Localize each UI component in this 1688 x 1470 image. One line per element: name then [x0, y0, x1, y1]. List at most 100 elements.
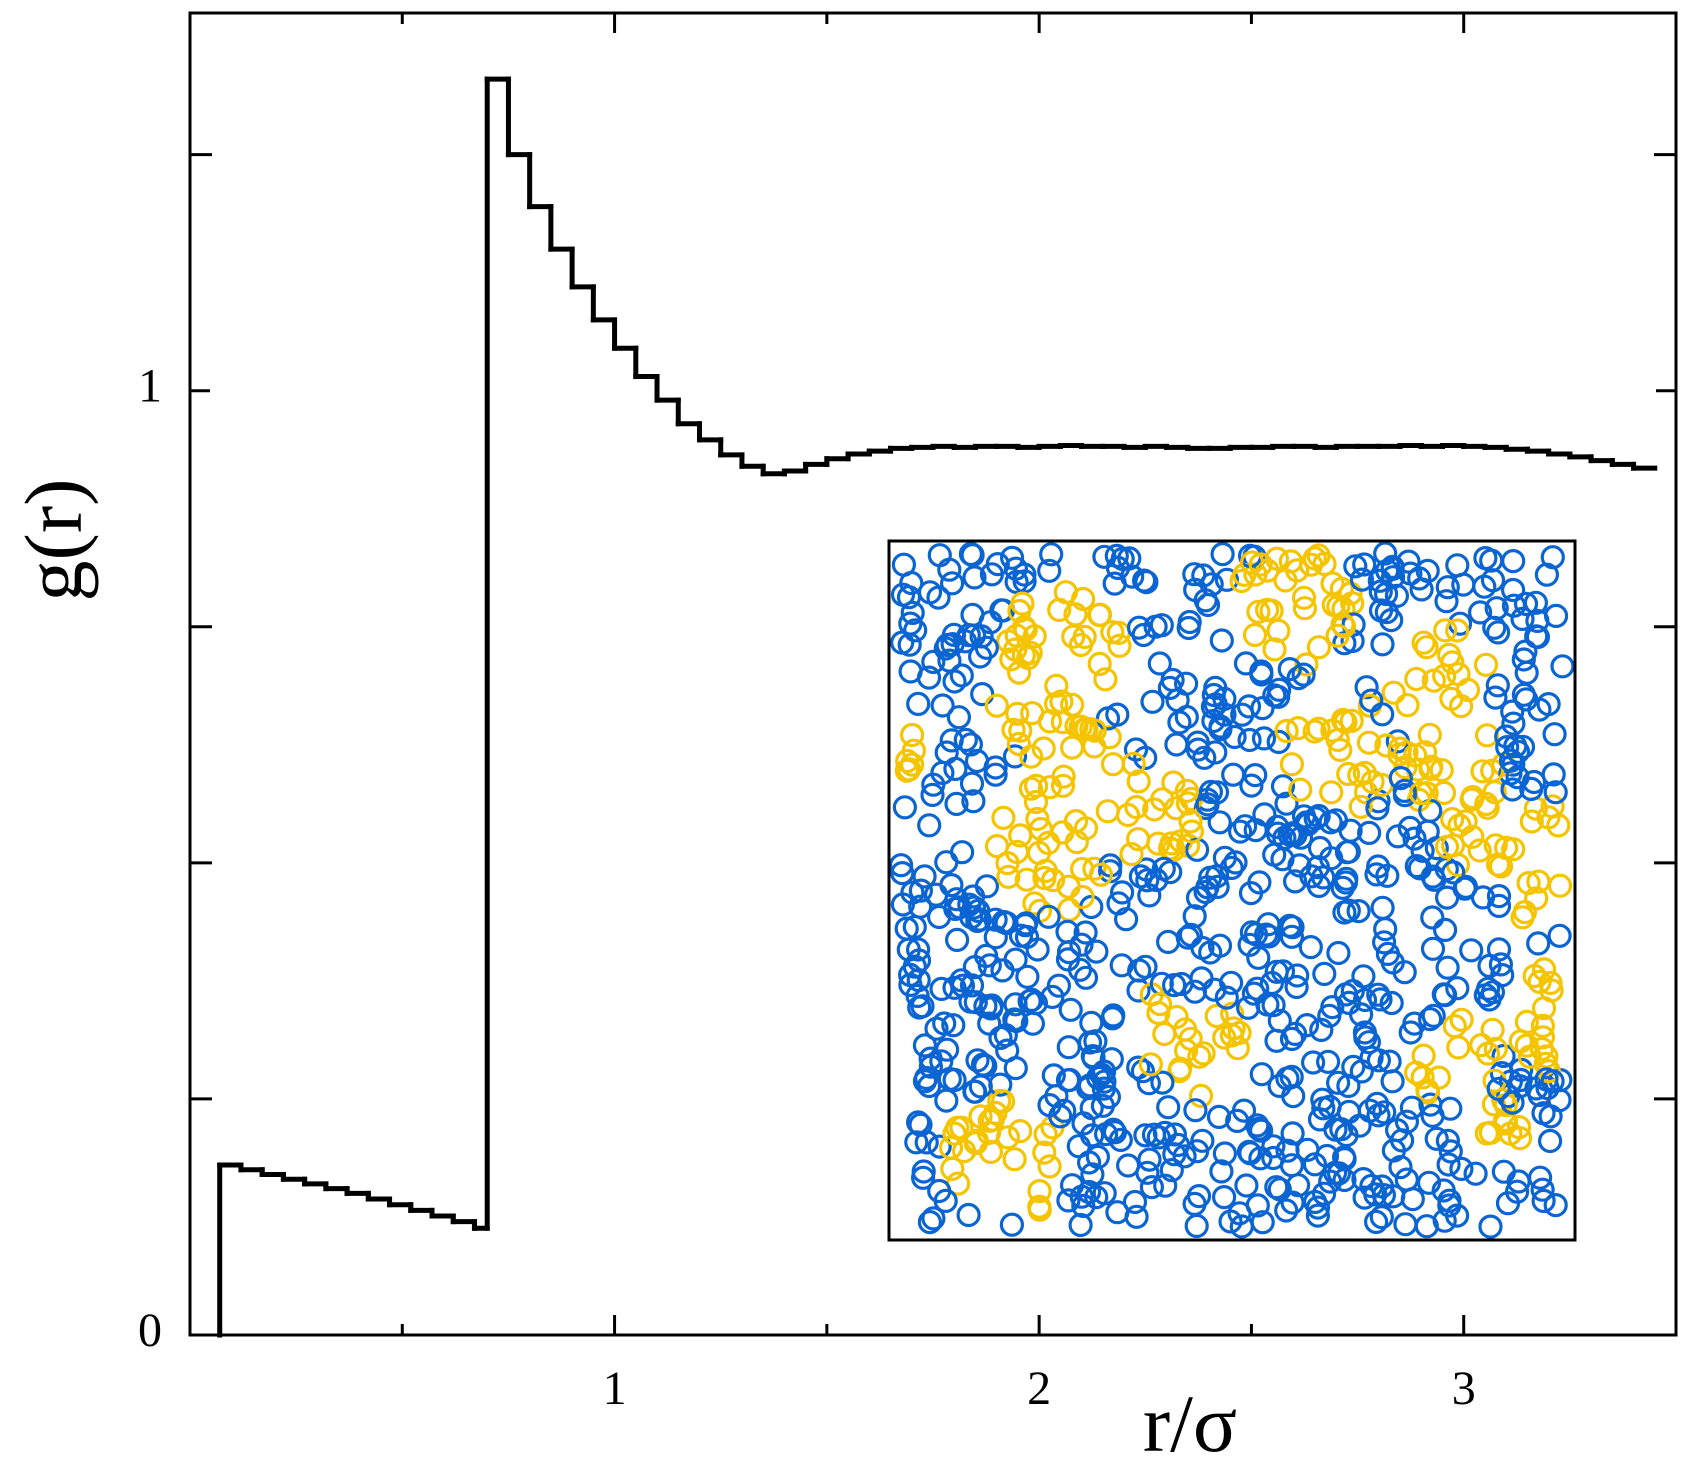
particle	[1109, 880, 1135, 905]
particle	[1312, 551, 1337, 577]
particle	[962, 1079, 987, 1104]
particle	[1306, 803, 1331, 829]
particle	[1352, 1185, 1377, 1210]
particle	[953, 727, 978, 753]
particle	[1211, 1184, 1237, 1210]
particle	[899, 722, 925, 748]
particle	[930, 693, 955, 718]
particle	[1056, 1035, 1081, 1060]
particle	[1347, 1113, 1372, 1138]
particle	[1122, 1189, 1148, 1215]
particle	[1053, 580, 1078, 605]
particle	[1193, 879, 1218, 905]
particle	[1279, 752, 1305, 777]
particle	[1246, 599, 1271, 624]
particle	[1146, 1125, 1171, 1150]
particle	[1140, 689, 1165, 714]
particle	[1399, 1095, 1425, 1120]
particle	[1055, 919, 1080, 944]
particle	[1343, 554, 1368, 579]
particle	[1463, 1161, 1488, 1186]
particle	[1131, 568, 1157, 593]
particle	[1527, 1165, 1553, 1190]
particle	[1133, 745, 1158, 771]
particle	[1032, 1140, 1057, 1165]
particle	[1305, 1203, 1331, 1228]
particle	[1292, 596, 1318, 621]
particle	[1074, 716, 1099, 742]
particle	[1130, 1059, 1156, 1084]
particle	[1536, 805, 1561, 830]
particle	[1435, 575, 1460, 600]
particle	[1183, 1098, 1208, 1123]
particle	[1449, 1156, 1474, 1182]
particle	[1277, 656, 1302, 682]
particle	[1412, 740, 1438, 765]
particle	[1359, 688, 1384, 713]
particle	[949, 840, 975, 865]
particle	[983, 762, 1008, 787]
particle	[1392, 782, 1418, 808]
particle	[1388, 1154, 1413, 1180]
particle	[1001, 717, 1026, 742]
particle	[1474, 723, 1500, 748]
particle	[1178, 809, 1203, 834]
particle	[1402, 1011, 1427, 1036]
particle	[1168, 1056, 1193, 1081]
particle	[1092, 1181, 1117, 1206]
particle	[897, 962, 923, 988]
particle	[995, 850, 1020, 876]
particle	[1185, 737, 1211, 762]
particle	[1022, 891, 1047, 916]
particle	[1435, 955, 1460, 980]
particle	[1349, 567, 1375, 592]
particle	[1469, 1032, 1494, 1058]
particle	[999, 1212, 1025, 1237]
particle	[890, 630, 915, 655]
particle	[1279, 1026, 1305, 1052]
particle	[1164, 732, 1189, 757]
particle	[934, 1088, 959, 1113]
particle	[1295, 1137, 1320, 1162]
particle	[1282, 869, 1308, 894]
particle	[1453, 809, 1478, 834]
particle	[1302, 719, 1327, 744]
particle	[1459, 938, 1484, 963]
particle	[1209, 628, 1234, 653]
particle	[1037, 558, 1062, 583]
particle	[1087, 651, 1112, 677]
particle	[1429, 757, 1454, 783]
particle	[1440, 806, 1465, 832]
particle	[1280, 1121, 1305, 1146]
particle	[1473, 652, 1499, 677]
particle	[1188, 1083, 1214, 1109]
particle	[1059, 1173, 1085, 1198]
particle	[1066, 1134, 1091, 1159]
particle	[1071, 1193, 1096, 1219]
particle	[1411, 630, 1436, 655]
y-tick-label: 0	[138, 1304, 162, 1357]
particle	[994, 910, 1019, 936]
particle	[1538, 1104, 1563, 1129]
particle	[1082, 856, 1107, 881]
particle	[1311, 1181, 1337, 1206]
particle	[1325, 1070, 1351, 1095]
particle	[993, 1023, 1018, 1048]
particle	[1500, 1090, 1525, 1115]
particle	[1531, 1188, 1556, 1214]
particle	[1323, 1117, 1348, 1142]
particle	[1023, 789, 1049, 815]
particle	[1395, 693, 1420, 718]
particle	[1475, 976, 1501, 1001]
particle	[1236, 694, 1262, 719]
particle	[1348, 794, 1373, 819]
particle	[1436, 1152, 1461, 1177]
particle	[1225, 1036, 1250, 1061]
particle	[1002, 744, 1028, 769]
particle	[1370, 895, 1395, 920]
particle	[1336, 761, 1361, 787]
particle	[1410, 838, 1435, 863]
particle	[1445, 618, 1470, 643]
particle	[1124, 794, 1149, 820]
y-axis-label: g(r)	[8, 479, 99, 602]
